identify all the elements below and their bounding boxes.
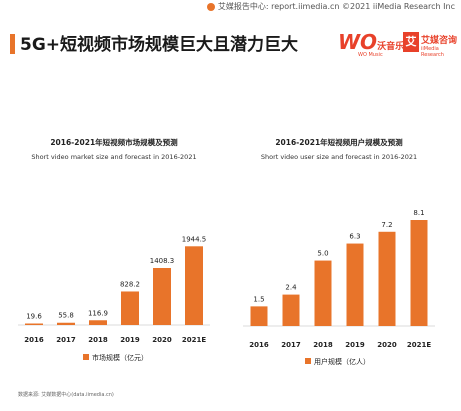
chart-title: 2016-2021年短视频用户规模及预测 [275,137,403,147]
bar [346,243,364,326]
data-label: 7.2 [381,221,392,229]
category-label: 2016 [24,336,44,344]
data-label: 1.5 [253,295,264,303]
bar [57,322,75,325]
bar [153,267,171,325]
category-label: 2020 [377,341,397,349]
wo-logo-chinese: 沃音乐 [377,42,405,52]
title-accent-bar [10,34,15,54]
iimedia-logo-english: iiMedia Research [421,46,444,58]
data-label: 828.2 [120,280,140,288]
category-label: 2021E [182,336,206,344]
data-label: 116.9 [88,309,108,317]
chart-subtitle: Short video user size and forecast in 20… [261,153,417,161]
category-label: 2017 [56,336,76,344]
data-label: 55.8 [58,312,74,320]
bar [250,306,268,326]
chart-title: 2016-2021年短视频市场规模及预测 [50,137,178,147]
data-label: 8.1 [413,209,424,217]
wo-logo-text: WO [338,30,378,54]
bar [89,320,107,325]
category-label: 2019 [345,341,365,349]
wo-music-logo: WO沃音乐 [338,30,404,54]
data-label: 19.6 [26,313,42,321]
bar [121,291,139,325]
category-label: 2020 [152,336,172,344]
bar [314,260,332,326]
legend-label: 市场规模（亿元） [92,353,148,362]
slide-frame [0,14,461,411]
category-label: 2018 [88,336,108,344]
iimedia-logo-chinese: 艾媒咨询 [421,36,458,46]
iimedia-dot-icon [206,2,215,11]
category-label: 2021E [407,341,431,349]
category-label: 2019 [120,336,140,344]
legend-swatch [305,358,311,364]
page-title: 5G+短视频市场规模巨大且潜力巨大 [20,35,299,55]
legend-label: 用户规模（亿人） [314,357,370,366]
source-line-text: 艾媒报告中心: report.iimedia.cn ©2021 iiMedia … [217,2,455,11]
bar [378,231,396,326]
category-label: 2016 [249,341,269,349]
data-label: 1944.5 [182,235,207,243]
wo-logo-sub: WO Music [358,52,383,58]
data-label: 6.3 [349,233,360,241]
bar [25,323,43,325]
legend-swatch [83,354,89,360]
bar [410,220,428,326]
data-label: 5.0 [317,250,328,258]
chart-subtitle: Short video market size and forecast in … [31,153,196,161]
bar [185,246,203,325]
bar [282,294,300,326]
iimedia-logo-mark: 艾 [403,32,419,52]
data-label: 1408.3 [150,257,175,265]
data-label: 2.4 [285,284,297,292]
source-line: 艾媒报告中心: report.iimedia.cn ©2021 iiMedia … [206,0,455,14]
category-label: 2017 [281,341,301,349]
data-source-footnote: 数据来源: 艾媒数据中心(data.iimedia.cn) [18,392,114,398]
category-label: 2018 [313,341,333,349]
